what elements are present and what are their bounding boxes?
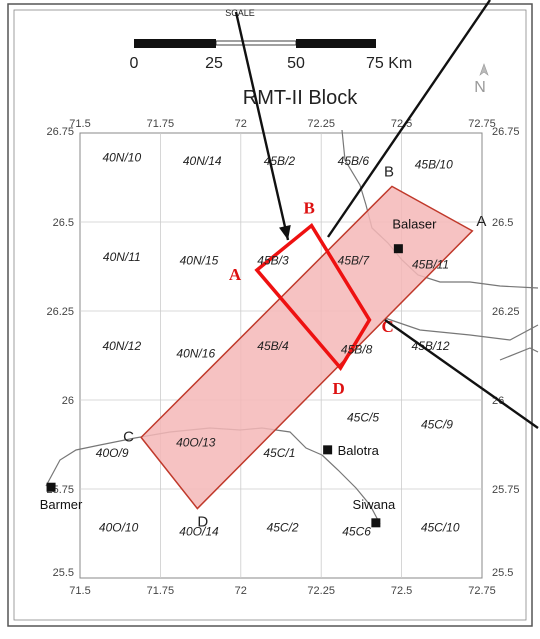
road-line [499,347,539,361]
lon-tick-top: 72.75 [468,118,496,130]
pointer-lines [234,0,539,429]
town-marker-icon [323,445,333,455]
lon-tick-bottom: 72.5 [391,585,412,597]
toposheet-label: 40N/14 [183,154,222,168]
scale-bar-segment-1 [134,39,216,48]
north-label: N [474,79,486,96]
toposheet-label: 45C/10 [421,521,460,535]
toposheet-label: 45C/1 [263,446,295,460]
scale-bar-segment-3 [296,39,376,48]
scale-title: SCALE [225,8,255,18]
lon-tick-bottom: 72.75 [468,585,496,597]
scale-bar-segment-2 [215,40,297,46]
lat-tick-right: 25.75 [492,484,520,496]
lon-tick-top: 71.75 [147,118,175,130]
block-corner-label: B [384,163,394,180]
town-name: Barmer [40,497,83,512]
town-name: Balotra [338,443,380,458]
sub-block-corner-label: B [304,199,315,218]
coordinate-tick-labels: 71.571.571.7571.75727272.2572.2572.572.5… [46,118,519,597]
rmt-ii-block-polygon [140,185,474,510]
block-corner-label: C [123,428,134,445]
scale-tick-0: 0 [130,55,139,72]
toposheet-label: 45B/11 [412,257,449,271]
map-title: RMT-II Block [243,87,358,109]
toposheet-label: 45B/3 [257,254,289,268]
north-arrow-icon [479,63,489,76]
pointer-line [384,319,539,429]
toposheet-label: 45B/6 [338,154,370,168]
town-name: Siwana [353,497,396,512]
toposheet-label: 45C6 [342,524,371,538]
lat-tick-right: 25.5 [492,567,513,579]
lon-tick-bottom: 71.5 [69,585,90,597]
sub-block-corner-label: C [381,317,393,336]
toposheet-label: 45B/4 [257,339,289,353]
lat-tick-left: 26.75 [46,126,74,138]
toposheet-label: 40N/12 [102,339,141,353]
lon-tick-top: 72 [235,118,247,130]
arrowhead-icon [279,225,291,240]
road-line [321,454,381,525]
lat-tick-right: 26.25 [492,306,520,318]
rmt-ii-block-layer [140,185,474,510]
toposheet-label: 40O/14 [179,524,219,538]
lat-tick-left: 25.5 [53,567,74,579]
toposheet-label: 45B/8 [341,343,373,357]
lon-tick-bottom: 72 [235,585,247,597]
pointer-line [234,11,290,241]
scale-tick-25: 25 [205,55,223,72]
toposheet-label: 40N/15 [180,254,219,268]
toposheet-label: 45B/12 [412,339,450,353]
toposheet-label: 40O/9 [96,446,129,460]
town-marker-icon [371,518,381,528]
lon-tick-top: 72.25 [307,118,335,130]
figure-border [7,3,533,627]
lat-tick-left: 26.25 [46,306,74,318]
toposheet-label: 45B/7 [338,254,371,268]
block-corner-label: D [197,514,208,531]
scale-tick-50: 50 [287,55,305,72]
lon-tick-bottom: 72.25 [307,585,335,597]
pointer-line [327,0,491,238]
sub-block-corner-label: A [229,265,242,284]
lat-tick-right: 26.75 [492,126,520,138]
toposheet-label: 40N/16 [176,346,215,360]
corner-labels: A B C D A B C D [123,163,486,530]
lat-tick-right: 26.5 [492,217,513,229]
toposheet-label: 40O/13 [176,435,216,449]
lat-tick-left: 26 [62,395,74,407]
toposheet-label: 45C/5 [347,410,379,424]
toposheet-label: 45C/9 [421,417,453,431]
toposheet-label: 40N/10 [102,150,141,164]
town-marker-icon [46,482,56,492]
toposheet-label: 40O/10 [99,521,139,535]
towns-layer: Balaser Balotra Siwana Barmer [40,217,437,528]
scale-tick-75-km: 75 Km [366,55,412,72]
sub-block-corner-label: D [332,379,344,398]
town-marker-icon [393,244,403,254]
road-line [384,317,539,341]
toposheet-label: 40N/11 [103,250,141,264]
lat-tick-left: 26.5 [53,217,74,229]
town-name: Balaser [392,217,437,232]
sub-block-outline [254,222,372,371]
figure-inner-border [13,9,527,621]
block-corner-label: A [476,213,486,230]
toposheet-label: 45B/10 [415,158,453,172]
toposheet-label: 45C/2 [267,521,299,535]
lon-tick-bottom: 71.75 [147,585,175,597]
lon-tick-top: 71.5 [69,118,90,130]
